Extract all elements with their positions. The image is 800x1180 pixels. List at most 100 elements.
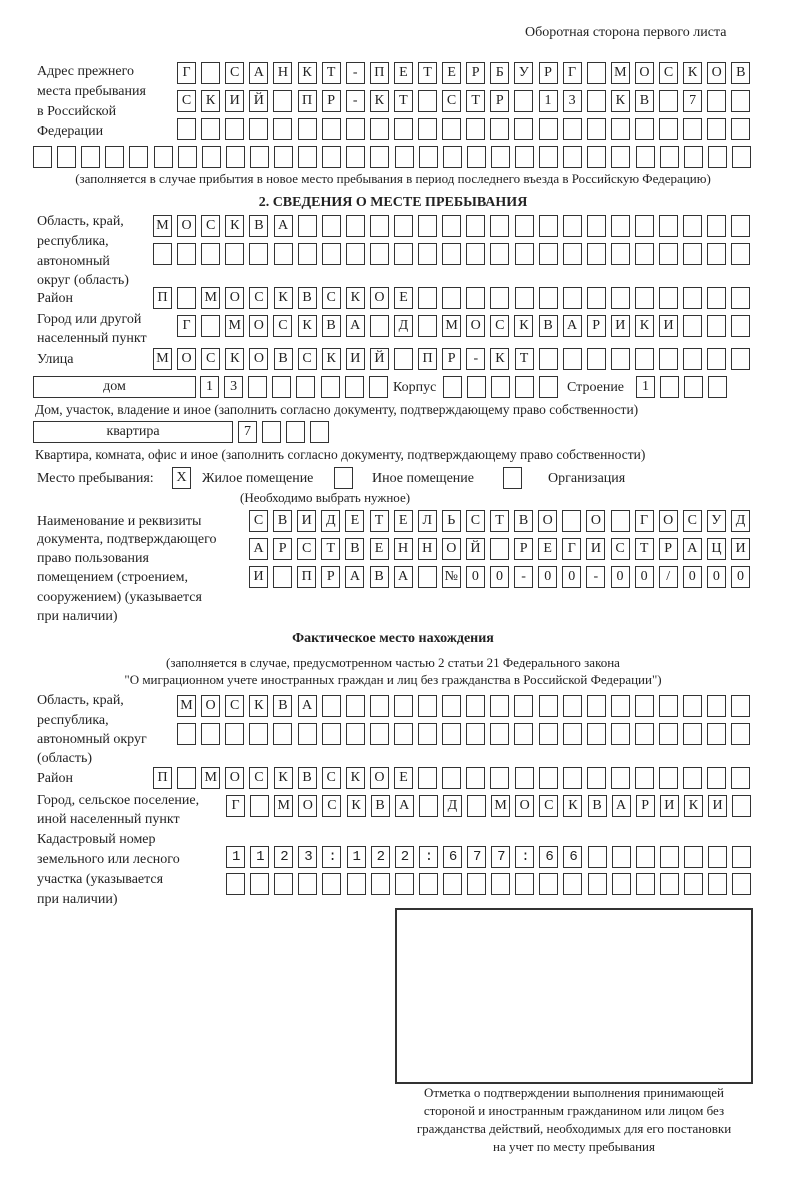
cadastre-cell[interactable]	[250, 873, 270, 895]
actual-region-cell[interactable]: В	[273, 695, 293, 717]
city-cell[interactable]: М	[225, 315, 245, 337]
house-type-field[interactable]: дом	[33, 376, 196, 398]
korpus-cell[interactable]	[515, 376, 535, 398]
street-cell[interactable]	[586, 348, 606, 370]
district-cell[interactable]	[442, 287, 462, 309]
actual-region-cell[interactable]	[345, 695, 365, 717]
prev-address-cell[interactable]	[345, 118, 365, 140]
flat-number-cell[interactable]	[262, 421, 282, 443]
district-cell[interactable]: Е	[394, 287, 413, 309]
prev-address-cell[interactable]	[177, 146, 197, 168]
cadastre-cell[interactable]	[491, 873, 511, 895]
actual-city-cell[interactable]: К	[683, 795, 703, 817]
actual-city-cell[interactable]: Д	[442, 795, 462, 817]
prev-address-cell[interactable]	[442, 118, 462, 140]
house-number-cell[interactable]	[344, 376, 364, 398]
document-cell[interactable]: Д	[731, 510, 750, 532]
prev-address-cell[interactable]	[707, 118, 727, 140]
actual-district-cell[interactable]	[659, 767, 679, 789]
actual-region-cell[interactable]	[418, 723, 437, 745]
document-cell[interactable]: И	[586, 538, 606, 560]
cadastre-cell[interactable]	[274, 846, 294, 868]
region-cell[interactable]	[273, 243, 293, 265]
actual-region-cell[interactable]	[466, 723, 486, 745]
region-cell[interactable]	[635, 243, 654, 265]
prev-address-cell[interactable]	[370, 146, 390, 168]
actual-district-cell[interactable]: Е	[394, 767, 413, 789]
document-cell[interactable]: -	[514, 566, 534, 588]
prev-address-cell[interactable]	[273, 118, 293, 140]
prev-address-cell[interactable]	[610, 118, 630, 140]
prev-address-cell[interactable]	[249, 146, 269, 168]
prev-address-cell[interactable]	[273, 90, 293, 112]
actual-district-cell[interactable]	[586, 767, 606, 789]
actual-district-cell[interactable]: В	[297, 767, 317, 789]
stay-checkbox-other[interactable]	[334, 467, 353, 489]
city-cell[interactable]: И	[659, 315, 678, 337]
actual-district-cell[interactable]: К	[345, 767, 365, 789]
city-cell[interactable]	[683, 315, 703, 337]
actual-district-cell[interactable]	[731, 767, 751, 789]
document-cell[interactable]: 0	[706, 566, 726, 588]
city-cell[interactable]: О	[466, 315, 486, 337]
actual-region-cell[interactable]	[634, 723, 654, 745]
document-cell[interactable]: Е	[538, 538, 558, 560]
document-cell[interactable]: Т	[634, 538, 654, 560]
street-cell[interactable]: П	[418, 348, 438, 370]
street-cell[interactable]	[538, 348, 558, 370]
city-cell[interactable]: Г	[177, 315, 196, 337]
document-cell[interactable]: В	[345, 538, 365, 560]
prev-address-cell[interactable]: Р	[490, 90, 510, 112]
city-cell[interactable]	[707, 315, 727, 337]
prev-address-cell[interactable]: Н	[273, 62, 293, 84]
document-cell[interactable]	[273, 566, 293, 588]
region-cell[interactable]	[538, 243, 558, 265]
region-cell[interactable]	[586, 243, 606, 265]
prev-address-cell[interactable]: К	[683, 62, 703, 84]
prev-address-cell[interactable]: О	[634, 62, 654, 84]
document-cell[interactable]: О	[441, 538, 461, 560]
district-cell[interactable]	[659, 287, 679, 309]
actual-city-cell[interactable]	[732, 795, 752, 817]
actual-district-cell[interactable]: О	[369, 767, 389, 789]
prev-address-cell[interactable]	[321, 118, 341, 140]
actual-region-cell[interactable]	[490, 695, 510, 717]
actual-region-cell[interactable]	[659, 723, 678, 745]
prev-address-cell[interactable]	[346, 146, 366, 168]
cadastre-cell[interactable]	[322, 846, 342, 868]
document-cell[interactable]: Т	[369, 510, 389, 532]
region-cell[interactable]	[394, 243, 413, 265]
actual-city-cell[interactable]: Г	[226, 795, 245, 817]
cadastre-cell[interactable]	[370, 846, 390, 868]
city-cell[interactable]: Р	[586, 315, 606, 337]
region-cell[interactable]	[345, 215, 365, 237]
region-cell[interactable]	[659, 215, 679, 237]
city-cell[interactable]: С	[273, 315, 293, 337]
cadastre-cell[interactable]	[659, 846, 679, 868]
prev-address-cell[interactable]: Б	[490, 62, 510, 84]
prev-address-cell[interactable]	[33, 146, 52, 168]
street-cell[interactable]	[562, 348, 582, 370]
korpus-cell[interactable]	[539, 376, 559, 398]
prev-address-cell[interactable]: 7	[683, 90, 703, 112]
document-cell[interactable]: И	[249, 566, 268, 588]
house-number-cell[interactable]	[368, 376, 388, 398]
flat-type-field[interactable]: квартира	[33, 421, 233, 443]
house-number-cell[interactable]: 1	[200, 376, 219, 398]
document-cell[interactable]: 0	[465, 566, 485, 588]
cadastre-cell[interactable]	[515, 873, 535, 895]
prev-address-cell[interactable]	[563, 146, 583, 168]
city-cell[interactable]: О	[249, 315, 269, 337]
prev-address-cell[interactable]	[225, 118, 245, 140]
document-cell[interactable]: Е	[369, 538, 389, 560]
actual-region-cell[interactable]	[731, 723, 751, 745]
prev-address-cell[interactable]: С	[225, 62, 245, 84]
actual-region-cell[interactable]	[369, 695, 389, 717]
prev-address-cell[interactable]	[611, 146, 631, 168]
actual-region-cell[interactable]	[418, 695, 437, 717]
street-cell[interactable]: В	[273, 348, 293, 370]
region-cell[interactable]	[418, 243, 438, 265]
street-cell[interactable]	[731, 348, 751, 370]
actual-city-cell[interactable]: Р	[635, 795, 655, 817]
prev-address-cell[interactable]	[490, 146, 510, 168]
